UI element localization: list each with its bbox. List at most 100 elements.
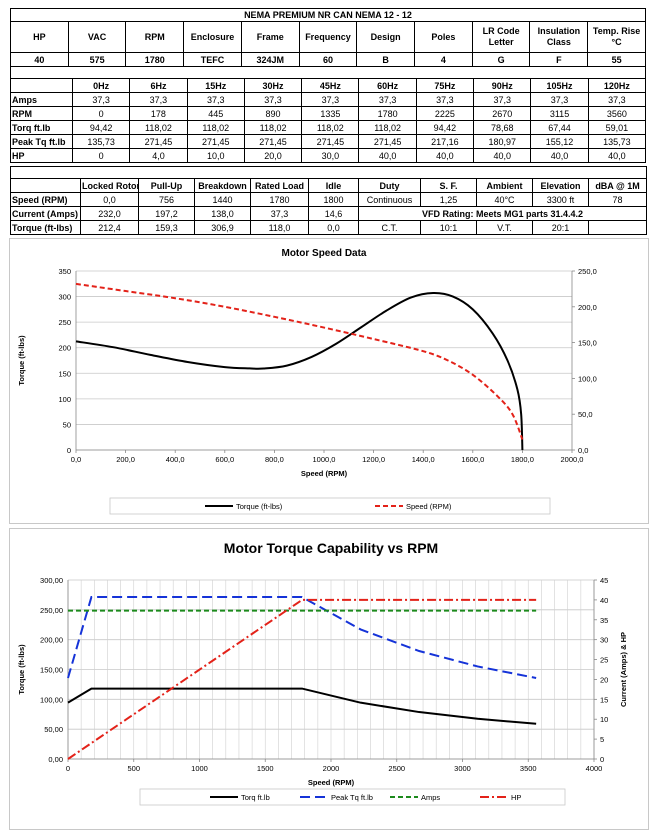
y2-tick-label: 0,0: [578, 446, 588, 455]
perf-right-value: 40°C: [476, 192, 533, 207]
freq-cell: 37,3: [473, 92, 532, 107]
y-tick-label: 200,00: [40, 636, 63, 645]
spec-header: LR Code Letter: [471, 21, 531, 53]
y2-tick-label: 20: [600, 675, 608, 684]
y-tick-label: 0,00: [48, 755, 63, 764]
motor-speed-chart: Motor Speed Data 0 50 100 150 200 250 300 350 0,0…: [9, 238, 649, 524]
freq-cell: 94,42: [71, 120, 131, 135]
freq-header: 15Hz: [186, 78, 245, 93]
perf-right-header: Duty: [358, 178, 421, 193]
perf-cell: 1440: [194, 192, 251, 207]
perf-right-header: dBA @ 1M: [587, 178, 648, 193]
y2-tick-label: 100,0: [578, 374, 597, 383]
freq-header: 120Hz: [587, 78, 647, 93]
freq-cell: 217,16: [415, 134, 475, 149]
y-tick-label: 0: [67, 446, 71, 455]
freq-cell: 37,3: [71, 92, 131, 107]
series-line-speed-rpm-: [75, 282, 524, 440]
legend-label: HP: [511, 793, 521, 802]
spec-header: Temp. Rise °C: [587, 21, 646, 53]
series-line-torq-ft-lb: [67, 687, 537, 725]
perf-cell: 0,0: [308, 220, 359, 235]
perf-cell: 1780: [250, 192, 309, 207]
perf-right-value: 1,25: [420, 192, 477, 207]
spec-value: 40: [10, 52, 69, 67]
spec-header: RPM: [125, 21, 185, 53]
series-line-peak-tq-ft-lb: [67, 596, 537, 679]
spec-header: VAC: [67, 21, 127, 53]
freq-header: 60Hz: [358, 78, 417, 93]
x-tick-label: 800,0: [265, 455, 284, 464]
freq-cell: 94,42: [415, 120, 475, 135]
freq-cell: 67,44: [530, 120, 589, 135]
perf-row-label: Speed (RPM): [10, 192, 81, 207]
perf-right-value: 3300 ft: [532, 192, 589, 207]
spec-value: G: [471, 52, 531, 67]
freq-header: 105Hz: [530, 78, 589, 93]
spacer-row: [9, 166, 648, 179]
performance-table: Locked Rotor Pull-Up Breakdown Rated Loa…: [9, 166, 648, 235]
freq-cell: 118,02: [129, 120, 188, 135]
x-tick-label: 500: [127, 764, 140, 773]
y2-tick-label: 25: [600, 656, 608, 665]
freq-cell: 78,68: [473, 120, 532, 135]
freq-cell: 271,45: [129, 134, 188, 149]
freq-cell: 890: [243, 106, 303, 121]
freq-cell: 37,3: [129, 92, 188, 107]
freq-cell: 2225: [415, 106, 475, 121]
perf-cell: 0,0: [80, 192, 139, 207]
freq-cell: 445: [186, 106, 245, 121]
spec-value: 55: [587, 52, 646, 67]
freq-cell: 40,0: [473, 148, 532, 163]
y2-tick-label: 150,0: [578, 339, 597, 348]
perf-row-label: Torque (ft-lbs): [10, 220, 81, 235]
x-tick-label: 4000: [586, 764, 603, 773]
series-line-hp: [67, 598, 537, 760]
y-tick-label: 150,00: [40, 666, 63, 675]
x-tick-label: 1800,0: [511, 455, 534, 464]
spec-value: 1780: [125, 52, 185, 67]
spec-value: TEFC: [183, 52, 242, 67]
freq-cell: 37,3: [587, 92, 647, 107]
spec-value: 4: [414, 52, 473, 67]
x-axis-title: Speed (RPM): [308, 778, 355, 787]
freq-cell: 178: [129, 106, 188, 121]
y2-tick-label: 50,0: [578, 410, 593, 419]
frequency-table: 0Hz 6Hz 15Hz 30Hz 45Hz 60Hz 75Hz 90Hz 105Hz 120Hz…: [10, 66, 647, 163]
perf-cell: 118,0: [250, 220, 309, 235]
y2-tick-label: 250,0: [578, 267, 597, 276]
y-tick-label: 350: [58, 267, 71, 276]
legend-box: [109, 497, 551, 515]
perf-right-header: Elevation: [532, 178, 589, 193]
freq-cell: 180,97: [473, 134, 532, 149]
x-tick-label: 2500: [388, 764, 405, 773]
x-tick-label: 2000,0: [561, 455, 584, 464]
freq-cell: 118,02: [243, 120, 303, 135]
spec-value: 60: [298, 52, 358, 67]
perf-right-header: S. F.: [420, 178, 477, 193]
freq-cell: 4,0: [129, 148, 188, 163]
y-tick-label: 50,00: [44, 725, 63, 734]
perf-header: Locked Rotor: [80, 178, 139, 193]
y-tick-label: 50: [63, 420, 71, 429]
legend-label: Torque (ft-lbs): [236, 502, 283, 511]
freq-cell: 118,02: [301, 120, 360, 135]
freq-cell: 40,0: [587, 148, 647, 163]
freq-cell: 10,0: [186, 148, 245, 163]
x-tick-label: 1200,0: [362, 455, 385, 464]
perf-cell: 138,0: [194, 206, 251, 221]
y2-tick-label: 40: [600, 596, 608, 605]
y2-tick-label: 35: [600, 616, 608, 625]
perf-header: Breakdown: [194, 178, 251, 193]
spec-header: Frame: [240, 21, 300, 53]
y-tick-label: 100: [58, 395, 71, 404]
perf-cell: 159,3: [138, 220, 195, 235]
x-tick-label: 1600,0: [461, 455, 484, 464]
freq-header: 45Hz: [301, 78, 360, 93]
ratio-cell: C.T.: [358, 220, 421, 235]
freq-cell: 271,45: [243, 134, 303, 149]
y-tick-label: 300: [58, 293, 71, 302]
y2-tick-label: 10: [600, 715, 608, 724]
x-tick-label: 400,0: [166, 455, 185, 464]
perf-header: Pull-Up: [138, 178, 195, 193]
